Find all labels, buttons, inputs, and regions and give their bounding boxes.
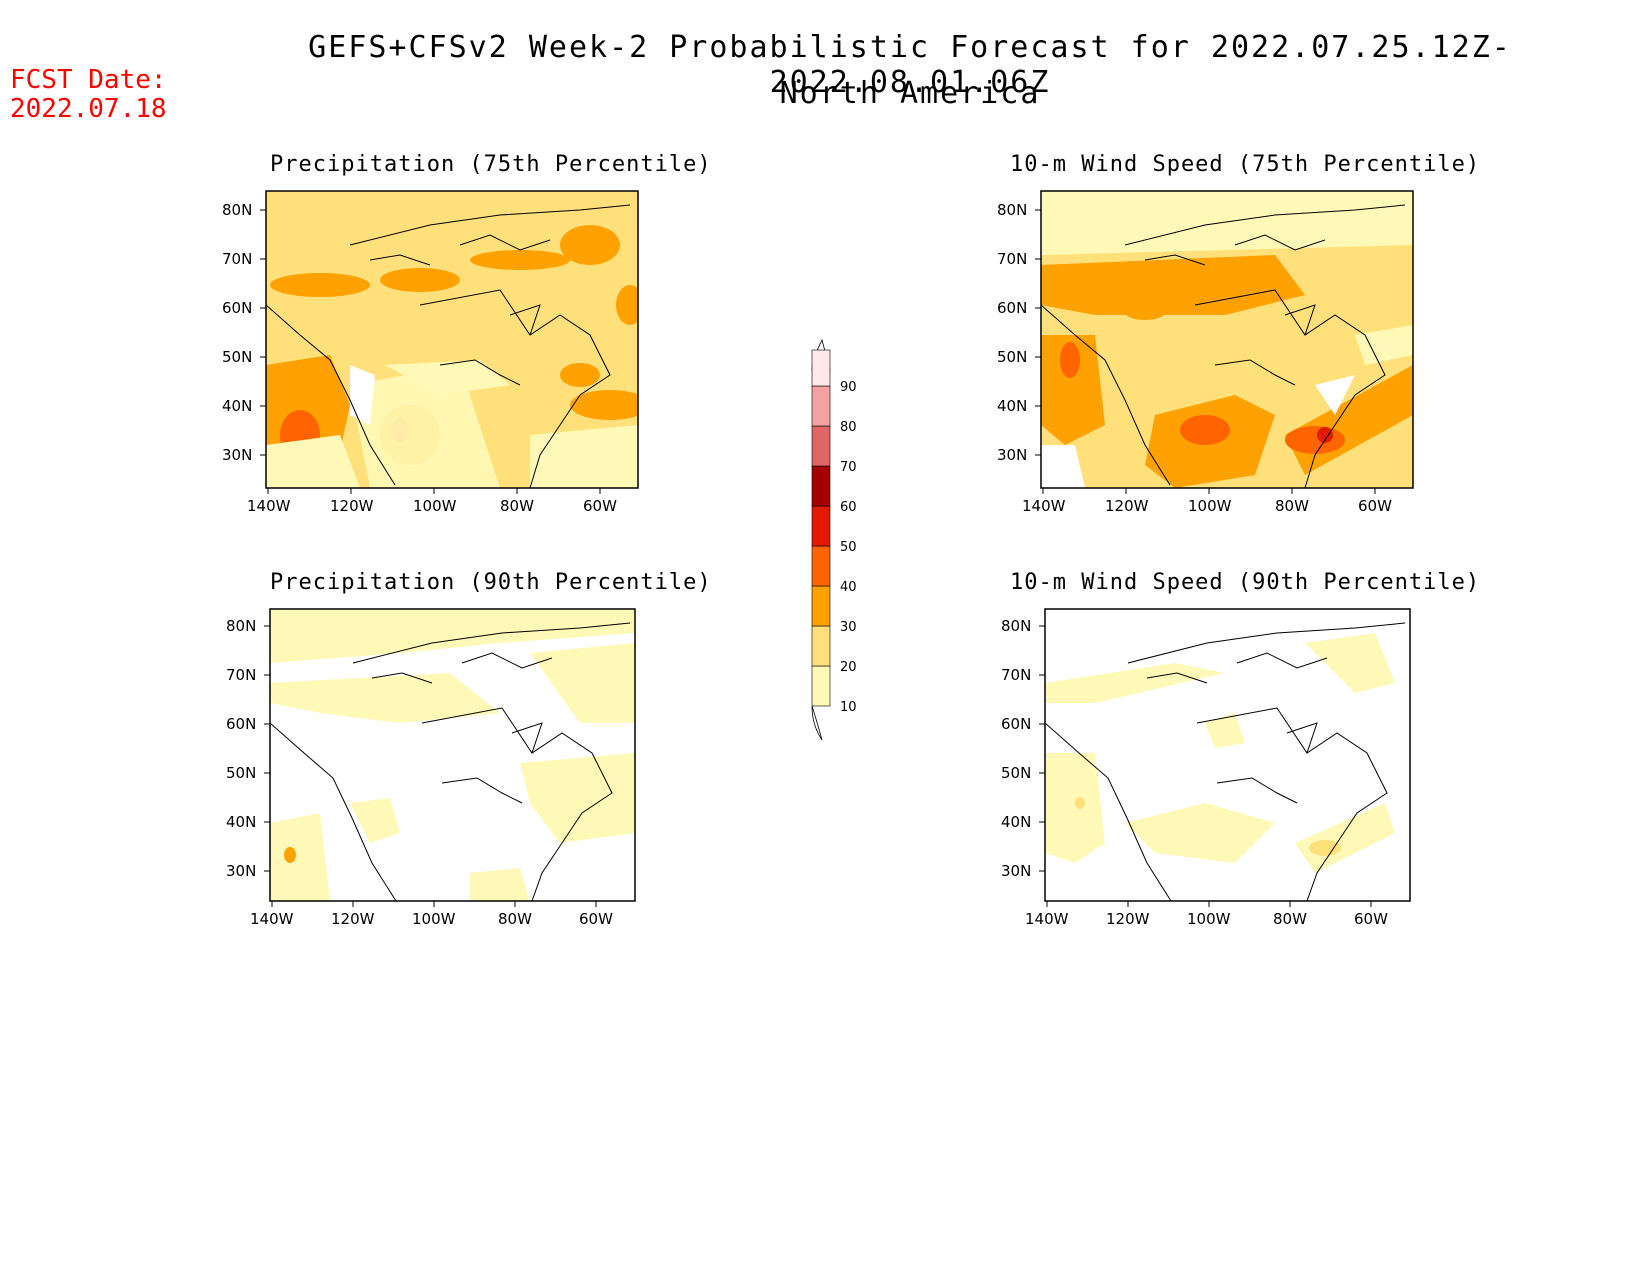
colorbar-bottom-triangle	[811, 705, 823, 741]
colorbar-block	[811, 545, 831, 587]
lon-tick-label: 60W	[579, 910, 613, 928]
lat-tick-label: 50N	[222, 348, 252, 366]
lat-tick-label: 50N	[997, 348, 1027, 366]
map-wind-75: 30N 40N 50N 60N 70N 80N 140W 120W 100W 8…	[997, 190, 1414, 515]
lat-tick-label: 60N	[1001, 715, 1031, 733]
lon-axis: 140W 120W 100W 80W 60W	[247, 488, 617, 515]
panel-title-wind-90: 10-m Wind Speed (90th Percentile)	[1010, 570, 1481, 595]
panel-title-precip-75: Precipitation (75th Percentile)	[270, 152, 712, 177]
lon-tick-label: 140W	[247, 497, 291, 515]
panel-title-wind-75: 10-m Wind Speed (75th Percentile)	[1010, 152, 1481, 177]
colorbar-label: 10	[840, 700, 857, 715]
colorbar-label: 50	[840, 540, 857, 555]
lat-tick-label: 30N	[226, 862, 256, 880]
colorbar-label: 40	[840, 580, 857, 595]
colorbar-blocks	[811, 349, 831, 707]
lat-tick-label: 40N	[997, 397, 1027, 415]
colorbar-label: 90	[840, 380, 857, 395]
lat-axis: 30N 40N 50N 60N 70N 80N	[226, 617, 270, 880]
map-precip-75: 30N 40N 50N 60N 70N 80N 140W 120W 100W 8…	[222, 190, 639, 515]
colorbar-block	[811, 625, 831, 667]
colorbar-label: 70	[840, 460, 857, 475]
lat-tick-label: 40N	[226, 813, 256, 831]
lon-axis: 140W 120W 100W 80W 60W	[1022, 488, 1392, 515]
colorbar-label: 60	[840, 500, 857, 515]
lat-tick-label: 40N	[1001, 813, 1031, 831]
lon-axis: 140W 120W 100W 80W 60W	[250, 901, 613, 928]
lat-tick-label: 70N	[222, 250, 252, 268]
lat-tick-label: 70N	[997, 250, 1027, 268]
lat-tick-label: 50N	[226, 764, 256, 782]
lon-tick-label: 80W	[1273, 910, 1307, 928]
colorbar-block	[811, 505, 831, 547]
lon-tick-label: 60W	[1354, 910, 1388, 928]
colorbar-block	[811, 425, 831, 467]
forecast-date-block: FCST Date: 2022.07.18	[10, 66, 167, 124]
lon-tick-label: 60W	[1358, 497, 1392, 515]
fcst-date-value: 2022.07.18	[10, 94, 167, 124]
lon-tick-label: 100W	[412, 910, 456, 928]
main-title: GEFS+CFSv2 Week-2 Probabilistic Forecast…	[308, 30, 1512, 100]
lon-tick-label: 80W	[500, 497, 534, 515]
lat-tick-label: 40N	[222, 397, 252, 415]
colorbar-block	[811, 585, 831, 627]
lat-tick-label: 30N	[997, 446, 1027, 464]
panel-title-precip-90: Precipitation (90th Percentile)	[270, 570, 712, 595]
lat-tick-label: 80N	[226, 617, 256, 635]
lon-tick-label: 60W	[583, 497, 617, 515]
lon-tick-label: 120W	[330, 497, 374, 515]
lon-tick-label: 100W	[1188, 497, 1232, 515]
colorbar-block	[811, 385, 831, 427]
lat-axis: 30N 40N 50N 60N 70N 80N	[222, 201, 266, 464]
lat-tick-label: 30N	[1001, 862, 1031, 880]
lat-tick-label: 80N	[222, 201, 252, 219]
fcst-date-label: FCST Date:	[10, 65, 167, 95]
colorbar-label: 30	[840, 620, 857, 635]
lat-tick-label: 60N	[222, 299, 252, 317]
map-wind-90: 30N 40N 50N 60N 70N 80N 140W 120W 100W 8…	[1001, 608, 1411, 928]
lon-tick-label: 100W	[413, 497, 457, 515]
colorbar-labels: 10 20 30 40 50 60 70 80 90	[840, 380, 857, 715]
map-precip-90: 30N 40N 50N 60N 70N 80N 140W 120W 100W 8…	[226, 608, 636, 928]
lat-tick-label: 30N	[222, 446, 252, 464]
colorbar-label: 20	[840, 660, 857, 675]
lon-tick-label: 140W	[1025, 910, 1069, 928]
colorbar: 10 20 30 40 50 60 70 80 90	[811, 338, 857, 741]
lat-axis: 30N 40N 50N 60N 70N 80N	[1001, 617, 1045, 880]
lat-tick-label: 50N	[1001, 764, 1031, 782]
lat-axis: 30N 40N 50N 60N 70N 80N	[997, 201, 1041, 464]
lat-tick-label: 70N	[226, 666, 256, 684]
lat-tick-label: 80N	[997, 201, 1027, 219]
lon-tick-label: 100W	[1187, 910, 1231, 928]
lon-tick-label: 120W	[1106, 910, 1150, 928]
colorbar-block	[811, 465, 831, 507]
lon-tick-label: 80W	[1275, 497, 1309, 515]
lon-tick-label: 120W	[331, 910, 375, 928]
lon-tick-label: 120W	[1105, 497, 1149, 515]
lat-tick-label: 80N	[1001, 617, 1031, 635]
main-subtitle: North America	[779, 76, 1041, 111]
lon-tick-label: 140W	[250, 910, 294, 928]
lat-tick-label: 70N	[1001, 666, 1031, 684]
colorbar-block	[811, 665, 831, 707]
lon-tick-label: 80W	[498, 910, 532, 928]
lon-axis: 140W 120W 100W 80W 60W	[1025, 901, 1388, 928]
colorbar-block	[811, 349, 831, 387]
lat-tick-label: 60N	[226, 715, 256, 733]
lon-tick-label: 140W	[1022, 497, 1066, 515]
colorbar-label: 80	[840, 420, 857, 435]
lat-tick-label: 60N	[997, 299, 1027, 317]
